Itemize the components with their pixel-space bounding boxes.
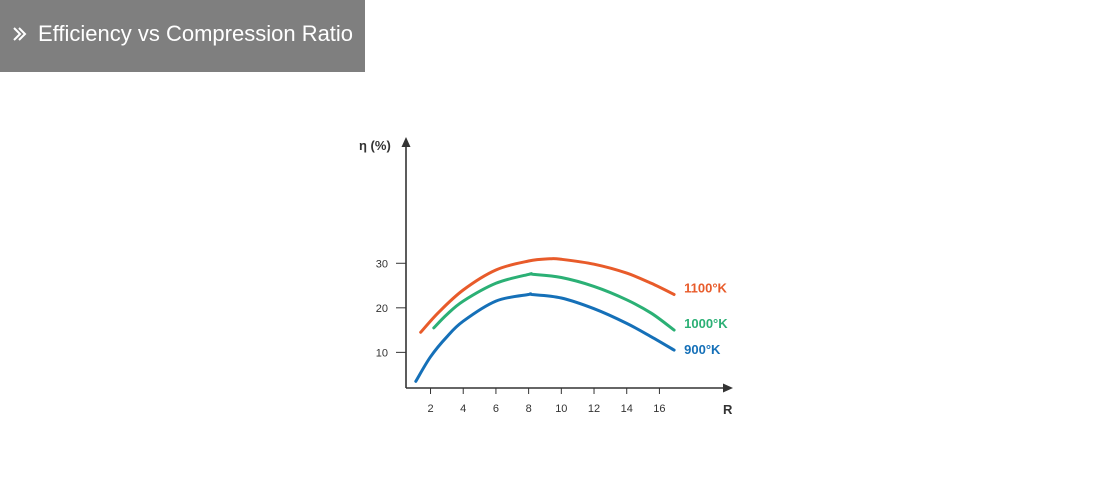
x-tick-label: 6: [493, 403, 499, 415]
series-line-1: [432, 272, 676, 332]
y-tick-label: 20: [376, 303, 388, 315]
page-title: Efficiency vs Compression Ratio: [38, 21, 354, 46]
series-label-1: 1000°K: [684, 316, 728, 331]
x-tick-label: 8: [526, 403, 532, 415]
x-tick-label: 4: [460, 403, 466, 415]
x-tick-label: 12: [588, 403, 600, 415]
double-chevron-right-icon: [13, 27, 27, 41]
x-tick-label: 14: [621, 403, 633, 415]
series-line-0: [419, 257, 676, 334]
x-axis-label: R: [723, 402, 733, 417]
series-label-0: 1100°K: [684, 280, 727, 295]
x-tick-label: 2: [427, 403, 433, 415]
x-tick-label: 10: [555, 403, 567, 415]
y-axis-label: η (%): [359, 138, 391, 153]
series-line-2: [414, 292, 676, 383]
y-tick-label: 30: [376, 258, 388, 270]
x-axis-arrow: [723, 383, 733, 393]
y-axis-arrow: [401, 137, 411, 147]
series-label-2: 900°K: [684, 342, 721, 357]
title-banner: Efficiency vs Compression Ratio: [0, 0, 365, 72]
y-tick-label: 10: [376, 347, 388, 359]
x-tick-label: 16: [653, 403, 665, 415]
